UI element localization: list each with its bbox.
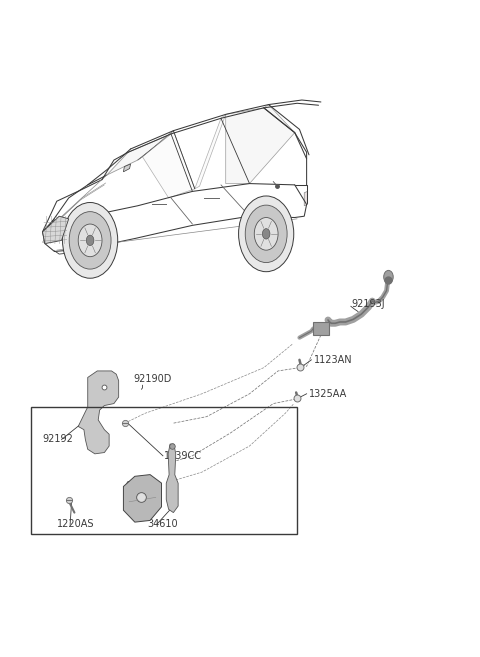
Circle shape: [254, 217, 278, 250]
Bar: [313, 322, 328, 335]
Text: 34610: 34610: [147, 519, 178, 530]
Text: 1220AS: 1220AS: [57, 519, 94, 530]
Circle shape: [62, 202, 118, 278]
Text: 1123AN: 1123AN: [314, 355, 352, 365]
Polygon shape: [304, 191, 308, 206]
Polygon shape: [43, 216, 69, 244]
Polygon shape: [123, 164, 131, 172]
Polygon shape: [138, 131, 173, 160]
Text: 92192: 92192: [43, 434, 73, 445]
Text: 95190: 95190: [126, 482, 156, 491]
Bar: [31, 407, 297, 534]
Polygon shape: [143, 131, 195, 198]
Circle shape: [239, 196, 294, 272]
Polygon shape: [123, 474, 161, 522]
Text: 1339CC: 1339CC: [164, 451, 202, 461]
Polygon shape: [166, 444, 178, 512]
Circle shape: [245, 205, 287, 263]
Circle shape: [263, 229, 270, 239]
Text: 92190D: 92190D: [133, 374, 171, 384]
Circle shape: [69, 212, 111, 269]
Circle shape: [384, 271, 393, 283]
Polygon shape: [78, 371, 119, 454]
Text: 92193J: 92193J: [352, 299, 385, 309]
Circle shape: [86, 235, 94, 246]
Circle shape: [78, 224, 102, 257]
Polygon shape: [195, 114, 226, 189]
Polygon shape: [226, 104, 295, 183]
Text: 1325AA: 1325AA: [309, 389, 347, 399]
Polygon shape: [107, 134, 171, 175]
Polygon shape: [43, 236, 64, 242]
